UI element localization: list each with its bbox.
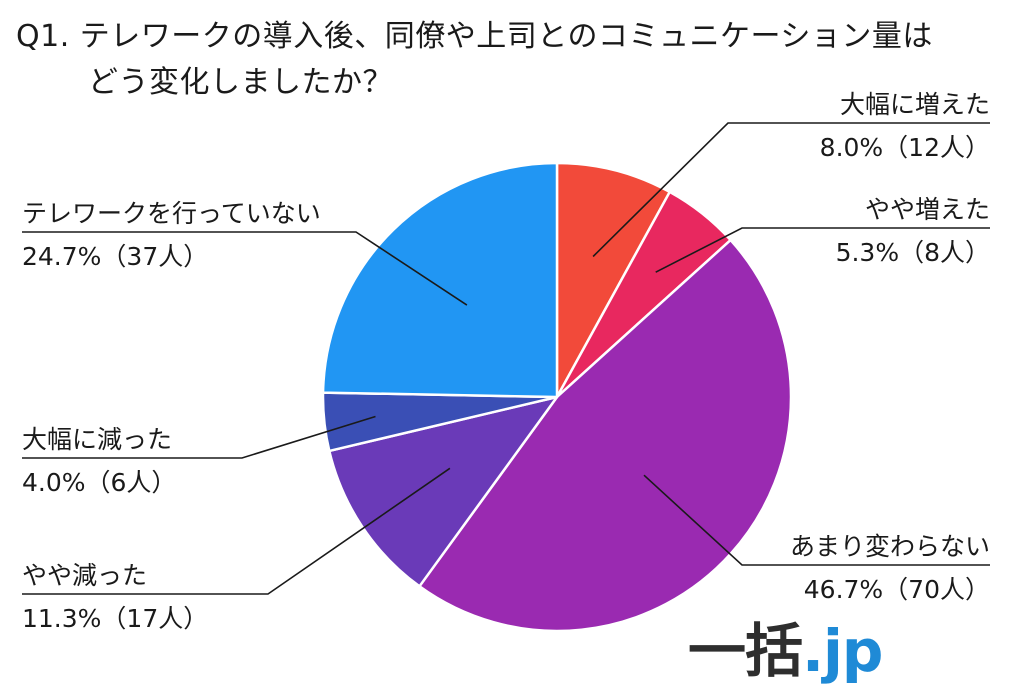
- leader-line-1: [655, 227, 990, 273]
- pie-slice-0: [555, 161, 671, 399]
- chart-title-line-2: どう変化しましたか？: [88, 65, 393, 100]
- slice-value-1: 5.3%（8人）: [836, 238, 990, 267]
- pie-slices: [321, 161, 793, 633]
- slice-label-1: やや増えた: [865, 195, 990, 224]
- logo-tld-text: .jp: [802, 617, 883, 685]
- leader-line-4: [22, 415, 376, 459]
- pie-slice-2: [418, 238, 793, 633]
- site-logo-watermark: 一括.jp: [688, 617, 883, 685]
- slice-label-4: 大幅に減った: [22, 425, 172, 454]
- pie-slice-3: [328, 395, 559, 588]
- pie-slice-5: [321, 161, 559, 399]
- chart-title: Q1. テレワークの導入後、同僚や上司とのコミュニケーション量は どう変化しまし…: [16, 14, 933, 106]
- slice-label-3: やや減った: [22, 561, 147, 590]
- slice-label-5: テレワークを行っていない: [22, 199, 321, 228]
- slice-value-4: 4.0%（6人）: [22, 468, 176, 497]
- leader-line-5: [22, 231, 468, 306]
- logo-main-text: 一括: [688, 617, 803, 685]
- leader-lines: [22, 122, 990, 595]
- slice-value-2: 46.7%（70人）: [804, 575, 990, 604]
- slice-label-0: 大幅に増えた: [840, 90, 990, 119]
- slice-label-2: あまり変わらない: [790, 532, 990, 561]
- slice-labels: 大幅に増えた 8.0%（12人） やや増えた 5.3%（8人） あまり変わらない 46.7…: [22, 90, 990, 633]
- leader-line-0: [592, 122, 990, 258]
- slice-value-5: 24.7%（37人）: [22, 242, 208, 271]
- chart-title-line-1: Q1. テレワークの導入後、同僚や上司とのコミュニケーション量は: [16, 19, 933, 54]
- leader-line-2: [643, 474, 990, 566]
- slice-value-0: 8.0%（12人）: [820, 133, 990, 162]
- slice-value-3: 11.3%（17人）: [22, 604, 208, 633]
- leader-line-3: [22, 467, 451, 595]
